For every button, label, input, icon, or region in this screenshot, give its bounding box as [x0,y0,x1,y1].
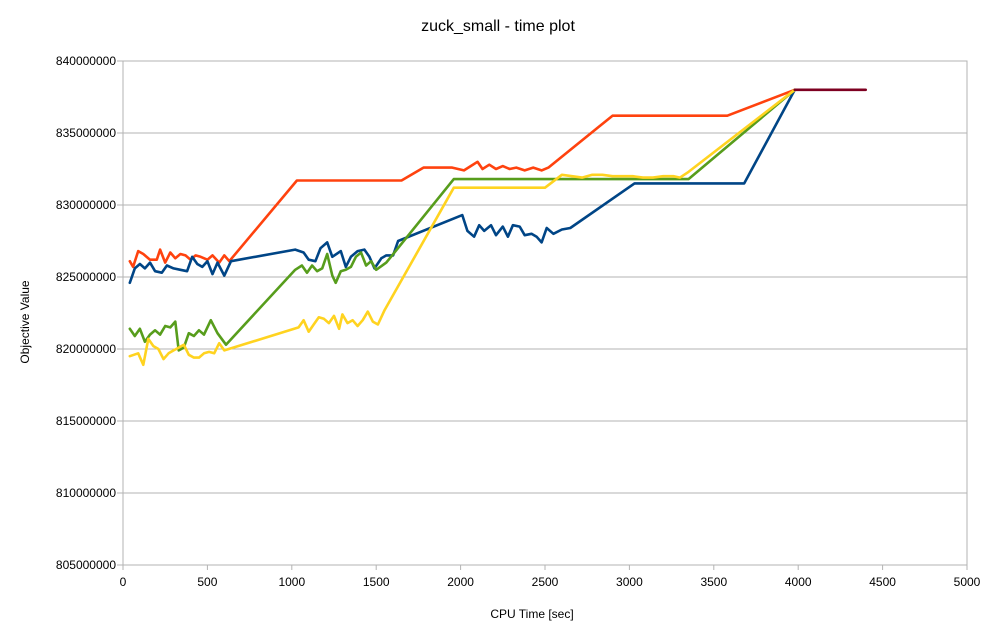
y-tick-label: 840000000 [56,54,116,68]
x-tick-label: 2500 [532,575,559,589]
series-line-4 [128,88,797,367]
x-tick-labels: 0 500 1000 1500 2000 2500 3000 3500 4000 4500 5000 [120,575,981,589]
axes [117,60,968,570]
series-line-2 [128,88,797,285]
x-tick-label: 4000 [785,575,812,589]
chart-title: zuck_small - time plot [421,18,575,35]
gridlines [123,60,967,566]
series-lines [128,88,868,367]
x-tick-label: 1000 [278,575,305,589]
y-tick-label: 825000000 [56,270,116,284]
y-axis-title: Objective Value [18,280,32,363]
x-tick-label: 4500 [869,575,896,589]
x-axis-title: CPU Time [sec] [490,607,573,621]
y-tick-label: 805000000 [56,558,116,572]
x-tick-label: 1500 [363,575,390,589]
x-tick-label: 2000 [447,575,474,589]
y-tick-label: 810000000 [56,486,116,500]
x-tick-label: 5000 [954,575,981,589]
y-tick-label: 820000000 [56,342,116,356]
x-tick-label: 500 [197,575,217,589]
y-tick-label: 815000000 [56,414,116,428]
plot-area-frame [122,60,968,566]
y-tick-labels: 805000000 810000000 815000000 820000000 8250… [56,54,116,572]
x-tick-label: 0 [120,575,127,589]
x-tick-label: 3000 [616,575,643,589]
series-line-3 [128,88,797,352]
y-tick-label: 830000000 [56,198,116,212]
x-tick-label: 3500 [700,575,727,589]
series-line-1 [128,88,797,269]
y-tick-label: 835000000 [56,126,116,140]
